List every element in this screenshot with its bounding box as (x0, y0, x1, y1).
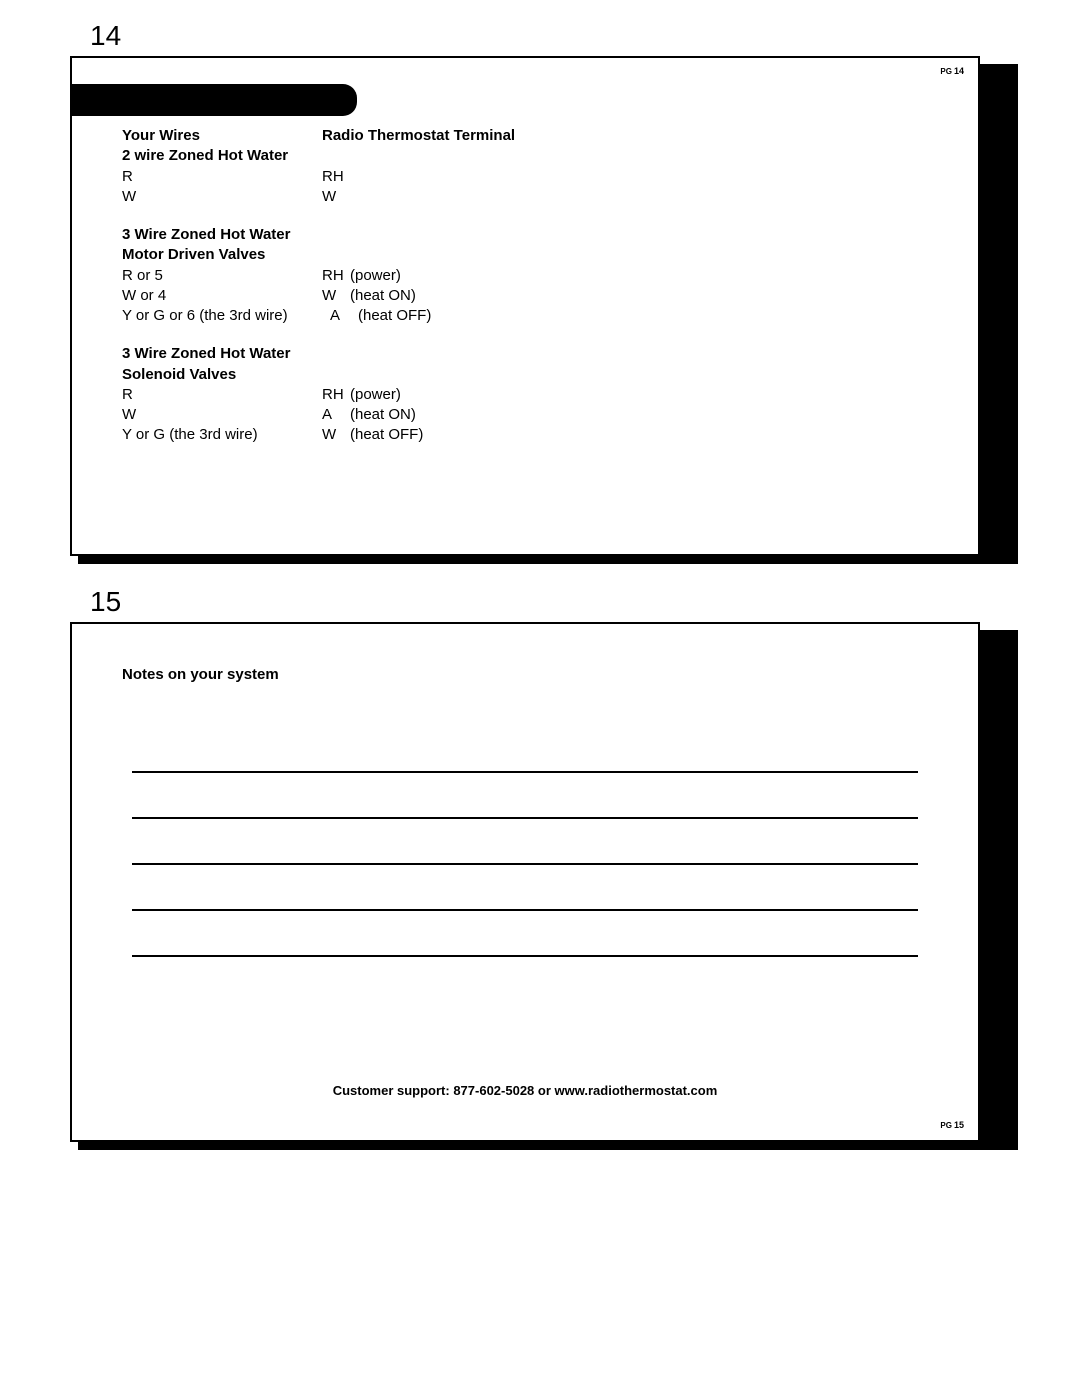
terminal-cell: W(heat OFF) (322, 425, 423, 445)
wiring-content: Your Wires Radio Thermostat Terminal 2 w… (122, 126, 928, 446)
table-row: W W (122, 187, 928, 207)
terminal-cell: W (322, 187, 336, 207)
wire-cell: Y or G (the 3rd wire) (122, 425, 322, 445)
table-row: W or 4 W(heat ON) (122, 286, 928, 306)
page-14: PG14 Your Wires Radio Thermostat Termina… (70, 56, 980, 556)
table-row: R or 5 RH(power) (122, 266, 928, 286)
page-number-14: 14 (90, 20, 1080, 52)
customer-support-footer: Customer support: 877-602-5028 or www.ra… (72, 1083, 978, 1098)
pg-prefix: PG (940, 1121, 952, 1130)
section1-title: 2 wire Zoned Hot Water (122, 146, 928, 166)
page-15-container: Notes on your system Customer support: 8… (70, 622, 1010, 1142)
table-row: W A(heat ON) (122, 405, 928, 425)
pg-label-15: PG15 (940, 1120, 964, 1130)
wire-cell: W (122, 405, 322, 425)
wire-cell: W (122, 187, 322, 207)
terminal-cell: W(heat ON) (322, 286, 416, 306)
section3-title2: Solenoid Valves (122, 365, 928, 385)
section2-title2: Motor Driven Valves (122, 245, 928, 265)
note-line (132, 911, 918, 957)
pg-label-14: PG14 (940, 66, 964, 76)
page-15: Notes on your system Customer support: 8… (70, 622, 980, 1142)
terminal-cell: RH(power) (322, 385, 401, 405)
wire-cell: W or 4 (122, 286, 322, 306)
note-line (132, 865, 918, 911)
section3-title1: 3 Wire Zoned Hot Water (122, 344, 928, 364)
page-number-15: 15 (90, 586, 1080, 618)
terminal-cell: A(heat ON) (322, 405, 416, 425)
table-row: Y or G (the 3rd wire) W(heat OFF) (122, 425, 928, 445)
note-line (132, 773, 918, 819)
wire-cell: R (122, 167, 322, 187)
terminal-cell: RH (322, 167, 344, 187)
wire-cell: R (122, 385, 322, 405)
section-tab (72, 84, 357, 116)
wire-cell: Y or G or 6 (the 3rd wire) (122, 306, 330, 326)
table-row: R RH(power) (122, 385, 928, 405)
pg-prefix: PG (940, 67, 952, 76)
pg-num: 14 (954, 66, 964, 76)
table-row: R RH (122, 167, 928, 187)
note-line (132, 819, 918, 865)
pg-num: 15 (954, 1120, 964, 1130)
header-your-wires: Your Wires (122, 126, 322, 146)
header-terminal: Radio Thermostat Terminal (322, 126, 515, 146)
table-row: Y or G or 6 (the 3rd wire) A(heat OFF) (122, 306, 928, 326)
note-line (132, 727, 918, 773)
notes-header: Notes on your system (122, 666, 928, 683)
terminal-cell: A(heat OFF) (330, 306, 431, 326)
section2-title1: 3 Wire Zoned Hot Water (122, 225, 928, 245)
terminal-cell: RH(power) (322, 266, 401, 286)
page-14-container: PG14 Your Wires Radio Thermostat Termina… (70, 56, 1010, 556)
wire-cell: R or 5 (122, 266, 322, 286)
